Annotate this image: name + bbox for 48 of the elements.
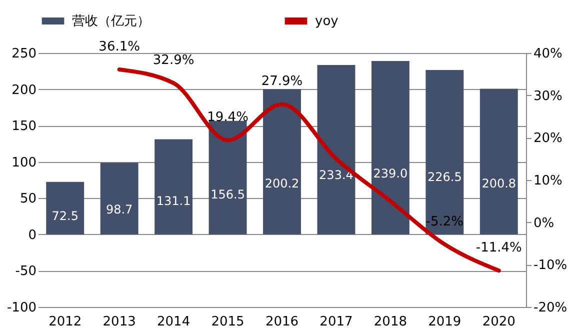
data-label: 226.5 [427,170,462,184]
data-label: -5.2% [426,214,464,230]
bar [46,182,84,234]
bar [480,88,518,234]
x-tick-label: 2020 [482,314,516,330]
y2-tick-label: 10% [534,174,562,188]
y-tick-label: 100 [12,155,36,170]
data-label: 131.1 [156,194,191,208]
y2-tick-label: -20% [534,300,568,316]
data-label: 27.9% [261,74,303,90]
x-tick-label: 2019 [428,314,462,330]
bar [263,89,301,234]
bar [208,120,247,234]
data-label: 200.2 [264,176,300,191]
data-label: 239.0 [373,166,408,181]
data-label: 36.1% [98,40,140,55]
data-label: -11.4% [476,240,522,256]
x-tick-label: 2013 [102,314,136,330]
legend-label: yoy [315,14,339,29]
y2-tick-label: 30% [534,88,562,104]
y2-tick-label: 0% [534,216,554,231]
y-tick-label: 250 [12,46,36,62]
data-label: 72.5 [52,209,78,224]
y-tick-label: 200 [12,82,36,98]
y-tick-label: 0 [28,228,36,243]
x-tick-label: 2018 [374,314,407,330]
legend-label: 营收（亿元） [72,14,150,29]
data-label: 98.7 [106,202,133,216]
x-tick-label: 2014 [157,314,190,330]
y-tick-label: -50 [15,264,36,280]
y2-tick-label: 40% [534,46,562,62]
bar [371,60,410,234]
y-tick-label: 50 [20,192,36,207]
data-label: 32.9% [152,53,194,68]
data-label: 200.8 [482,176,516,190]
y-tick-label: 150 [12,119,36,134]
y2-tick-label: 20% [534,131,562,146]
bar [426,70,464,234]
x-tick-label: 2012 [48,314,82,330]
bar [100,162,138,234]
bar [317,65,356,234]
x-tick-label: 2017 [320,314,353,330]
y2-tick-label: -10% [534,258,568,274]
y-tick-label: -100 [6,300,36,316]
x-tick-label: 2015 [211,314,244,330]
x-tick-label: 2016 [265,314,299,330]
data-label: 156.5 [210,188,245,202]
bar [154,139,193,234]
